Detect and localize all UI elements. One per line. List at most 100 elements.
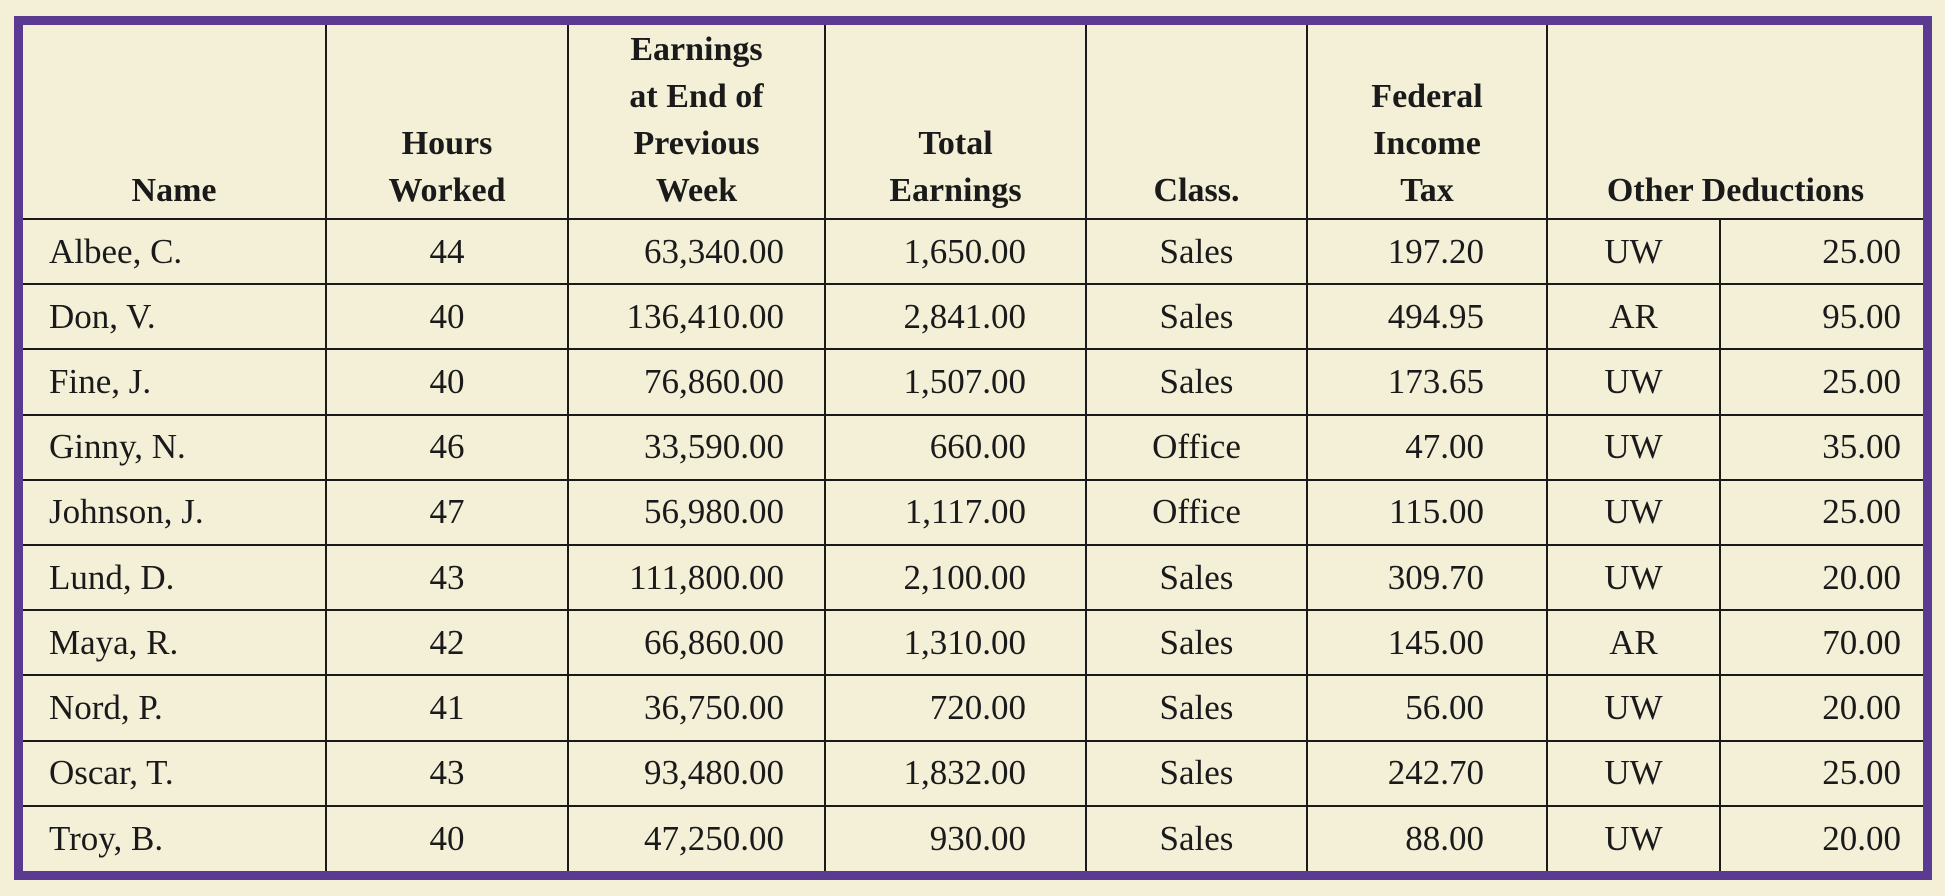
cell-hours-worked: 43 [326, 741, 568, 806]
header-name: Name [23, 25, 326, 219]
header-row: Name Hours Worked Earnings at End of Pre… [23, 25, 1923, 219]
cell-total-earnings: 1,650.00 [825, 219, 1086, 284]
cell-deduction-code: UW [1547, 415, 1720, 480]
table-frame: Name Hours Worked Earnings at End of Pre… [14, 16, 1932, 880]
cell-deduction-amount: 70.00 [1720, 610, 1923, 675]
cell-hours-worked: 42 [326, 610, 568, 675]
table-row: Oscar, T. 43 93,480.00 1,832.00 Sales 242.70 U… [23, 741, 1923, 806]
cell-federal-income-tax: 56.00 [1307, 675, 1547, 740]
cell-federal-income-tax: 173.65 [1307, 349, 1547, 414]
cell-name: Fine, J. [23, 349, 326, 414]
cell-prev-earnings: 76,860.00 [568, 349, 825, 414]
cell-federal-income-tax: 309.70 [1307, 545, 1547, 610]
cell-prev-earnings: 111,800.00 [568, 545, 825, 610]
cell-name: Don, V. [23, 284, 326, 349]
cell-total-earnings: 720.00 [825, 675, 1086, 740]
cell-hours-worked: 40 [326, 284, 568, 349]
table-row: Lund, D. 43 111,800.00 2,100.00 Sales 309.70 U… [23, 545, 1923, 610]
cell-deduction-amount: 20.00 [1720, 545, 1923, 610]
header-other-deductions: Other Deductions [1547, 25, 1923, 219]
cell-total-earnings: 1,310.00 [825, 610, 1086, 675]
cell-name: Troy, B. [23, 806, 326, 871]
cell-deduction-code: UW [1547, 675, 1720, 740]
cell-name: Lund, D. [23, 545, 326, 610]
table-row: Don, V. 40 136,410.00 2,841.00 Sales 494.95 AR… [23, 284, 1923, 349]
cell-hours-worked: 46 [326, 415, 568, 480]
cell-deduction-amount: 20.00 [1720, 806, 1923, 871]
cell-deduction-amount: 35.00 [1720, 415, 1923, 480]
cell-hours-worked: 40 [326, 349, 568, 414]
cell-federal-income-tax: 145.00 [1307, 610, 1547, 675]
cell-total-earnings: 2,841.00 [825, 284, 1086, 349]
cell-name: Maya, R. [23, 610, 326, 675]
cell-total-earnings: 660.00 [825, 415, 1086, 480]
cell-prev-earnings: 136,410.00 [568, 284, 825, 349]
table-row: Troy, B. 40 47,250.00 930.00 Sales 88.00 UW 20.… [23, 806, 1923, 871]
cell-total-earnings: 1,117.00 [825, 480, 1086, 545]
header-class: Class. [1086, 25, 1307, 219]
cell-deduction-code: UW [1547, 349, 1720, 414]
header-total-earnings: Total Earnings [825, 25, 1086, 219]
cell-deduction-code: UW [1547, 219, 1720, 284]
cell-name: Oscar, T. [23, 741, 326, 806]
cell-deduction-code: UW [1547, 741, 1720, 806]
cell-class: Sales [1086, 675, 1307, 740]
cell-hours-worked: 40 [326, 806, 568, 871]
cell-name: Albee, C. [23, 219, 326, 284]
cell-class: Sales [1086, 219, 1307, 284]
cell-deduction-amount: 25.00 [1720, 219, 1923, 284]
cell-deduction-code: UW [1547, 480, 1720, 545]
table-row: Nord, P. 41 36,750.00 720.00 Sales 56.00 UW 20.… [23, 675, 1923, 740]
cell-prev-earnings: 47,250.00 [568, 806, 825, 871]
table-row: Albee, C. 44 63,340.00 1,650.00 Sales 197.20 U… [23, 219, 1923, 284]
cell-deduction-amount: 25.00 [1720, 480, 1923, 545]
cell-prev-earnings: 66,860.00 [568, 610, 825, 675]
cell-federal-income-tax: 115.00 [1307, 480, 1547, 545]
cell-deduction-code: AR [1547, 284, 1720, 349]
cell-class: Sales [1086, 806, 1307, 871]
cell-deduction-code: AR [1547, 610, 1720, 675]
cell-deduction-amount: 20.00 [1720, 675, 1923, 740]
cell-deduction-code: UW [1547, 545, 1720, 610]
cell-federal-income-tax: 88.00 [1307, 806, 1547, 871]
cell-class: Sales [1086, 545, 1307, 610]
cell-total-earnings: 1,507.00 [825, 349, 1086, 414]
cell-prev-earnings: 63,340.00 [568, 219, 825, 284]
cell-federal-income-tax: 494.95 [1307, 284, 1547, 349]
cell-hours-worked: 43 [326, 545, 568, 610]
cell-hours-worked: 47 [326, 480, 568, 545]
cell-name: Johnson, J. [23, 480, 326, 545]
cell-class: Sales [1086, 349, 1307, 414]
cell-deduction-amount: 95.00 [1720, 284, 1923, 349]
cell-prev-earnings: 33,590.00 [568, 415, 825, 480]
cell-prev-earnings: 56,980.00 [568, 480, 825, 545]
cell-total-earnings: 930.00 [825, 806, 1086, 871]
table-body: Albee, C. 44 63,340.00 1,650.00 Sales 197.20 U… [23, 219, 1923, 871]
payroll-table: Name Hours Worked Earnings at End of Pre… [23, 25, 1923, 871]
cell-class: Sales [1086, 610, 1307, 675]
cell-class: Sales [1086, 284, 1307, 349]
cell-federal-income-tax: 47.00 [1307, 415, 1547, 480]
table-row: Fine, J. 40 76,860.00 1,507.00 Sales 173.65 UW… [23, 349, 1923, 414]
cell-prev-earnings: 93,480.00 [568, 741, 825, 806]
cell-total-earnings: 1,832.00 [825, 741, 1086, 806]
cell-name: Nord, P. [23, 675, 326, 740]
cell-federal-income-tax: 242.70 [1307, 741, 1547, 806]
table-row: Maya, R. 42 66,860.00 1,310.00 Sales 145.00 AR… [23, 610, 1923, 675]
cell-class: Sales [1086, 741, 1307, 806]
header-prev-earnings: Earnings at End of Previous Week [568, 25, 825, 219]
cell-deduction-code: UW [1547, 806, 1720, 871]
table-row: Ginny, N. 46 33,590.00 660.00 Office 47.00 UW 3… [23, 415, 1923, 480]
cell-hours-worked: 41 [326, 675, 568, 740]
header-hours-worked: Hours Worked [326, 25, 568, 219]
cell-total-earnings: 2,100.00 [825, 545, 1086, 610]
cell-class: Office [1086, 415, 1307, 480]
cell-federal-income-tax: 197.20 [1307, 219, 1547, 284]
header-federal-income-tax: Federal Income Tax [1307, 25, 1547, 219]
cell-deduction-amount: 25.00 [1720, 741, 1923, 806]
table-row: Johnson, J. 47 56,980.00 1,117.00 Office 115.… [23, 480, 1923, 545]
cell-prev-earnings: 36,750.00 [568, 675, 825, 740]
cell-hours-worked: 44 [326, 219, 568, 284]
cell-name: Ginny, N. [23, 415, 326, 480]
cell-deduction-amount: 25.00 [1720, 349, 1923, 414]
